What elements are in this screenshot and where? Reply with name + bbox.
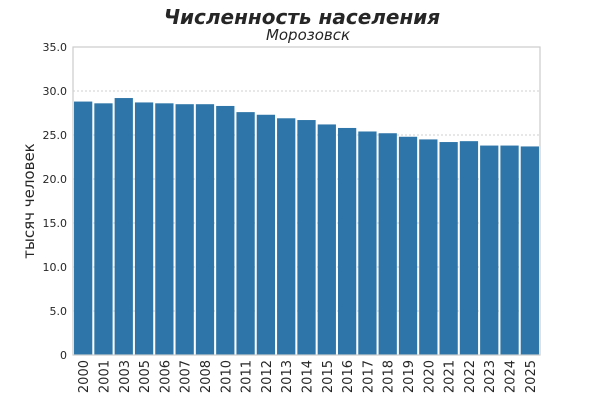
x-tick-label: 2006 — [158, 360, 173, 393]
x-tick-label: 2008 — [199, 360, 214, 393]
y-tick-label: 0 — [60, 349, 67, 362]
y-tick-label: 20.0 — [43, 173, 68, 186]
x-tick-label: 2017 — [361, 360, 376, 393]
bar-2008 — [195, 104, 215, 355]
x-tick-label: 2020 — [422, 360, 437, 393]
x-tick-label: 2021 — [443, 360, 458, 393]
x-tick-label: 2019 — [402, 360, 417, 393]
bar-2001 — [94, 103, 113, 355]
bar-2025 — [520, 146, 539, 355]
chart-subtitle: Морозовск — [266, 26, 350, 44]
bar-2016 — [337, 127, 357, 356]
bar-2020 — [419, 139, 438, 355]
bar-2012 — [256, 114, 276, 355]
y-tick-label: 10.0 — [43, 261, 68, 274]
x-tick-label: 2010 — [219, 360, 234, 393]
bar-2022 — [459, 141, 479, 355]
bar-2017 — [358, 131, 377, 355]
x-tick-label: 2003 — [118, 360, 133, 393]
bar-2000 — [74, 101, 93, 355]
plot-frame — [72, 46, 541, 356]
bar-2005 — [134, 102, 154, 355]
x-tick-label: 2018 — [382, 360, 397, 393]
bar-2014 — [297, 120, 316, 355]
bar-2003 — [114, 98, 133, 355]
x-tick-label: 2015 — [321, 360, 336, 393]
bar-2006 — [155, 103, 174, 355]
x-tick-label: 2011 — [240, 360, 255, 393]
bar-2013 — [277, 118, 296, 355]
x-tick-label: 2001 — [97, 360, 112, 393]
y-tick-label: 5.0 — [50, 305, 68, 318]
bar-2023 — [480, 145, 499, 355]
bar-2021 — [439, 142, 458, 355]
x-tick-label: 2023 — [483, 360, 498, 393]
y-tick-labels: 0 5.0 10.0 15.0 20.0 25.0 30.0 35.0 — [43, 41, 68, 362]
x-tick-label: 2013 — [280, 360, 295, 393]
bar-2010 — [216, 105, 235, 356]
y-axis-label: тысяч человек — [20, 143, 38, 258]
y-tick-label: 35.0 — [43, 41, 68, 54]
x-tick-label: 2022 — [463, 360, 478, 393]
x-tick-label: 2024 — [504, 360, 519, 393]
chart-title: Численность населения — [164, 5, 440, 29]
y-tick-label: 30.0 — [43, 85, 68, 98]
bar-2018 — [378, 133, 397, 355]
x-tick-label: 2005 — [138, 360, 153, 393]
x-tick-label: 2007 — [179, 360, 194, 393]
y-tick-label: 25.0 — [43, 129, 68, 142]
bar-2024 — [500, 145, 519, 355]
y-tick-label: 15.0 — [43, 217, 68, 230]
bars — [74, 98, 539, 356]
x-tick-label: 2016 — [341, 360, 356, 393]
bar-2011 — [236, 112, 255, 356]
x-tick-label: 2012 — [260, 360, 275, 393]
x-tick-labels: 2000 2001 2003 2005 2006 2007 2008 2010 2011 2012… — [77, 360, 539, 393]
x-tick-label: 2000 — [77, 360, 92, 393]
x-tick-label: 2025 — [524, 360, 539, 393]
bar-2019 — [398, 136, 418, 355]
bar-2007 — [175, 104, 194, 355]
bar-2015 — [317, 124, 336, 355]
x-tick-label: 2014 — [301, 360, 316, 393]
